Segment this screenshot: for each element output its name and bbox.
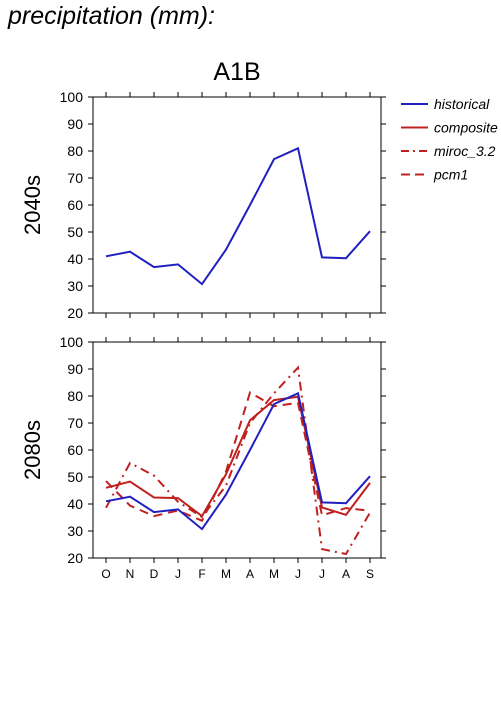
series-line-miroc-3-2 [105, 365, 371, 556]
x-tick-label: D [150, 567, 159, 581]
y-tick-label: 50 [67, 224, 83, 240]
x-tick-label: A [342, 567, 350, 581]
x-tick-label: N [126, 567, 135, 581]
legend-label: historical [434, 96, 490, 112]
y-tick-label: 30 [67, 278, 83, 294]
y-tick-label: 70 [67, 415, 83, 431]
legend-label: composite [434, 120, 498, 136]
y-tick-label: 100 [60, 89, 84, 105]
x-tick-label: M [269, 567, 279, 581]
y-tick-label: 30 [67, 523, 83, 539]
y-tick-label: 60 [67, 442, 83, 458]
y-tick-label: 80 [67, 388, 83, 404]
series-line-historical [105, 146, 371, 286]
x-tick-label: M [221, 567, 231, 581]
x-tick-label: J [319, 567, 325, 581]
y-tick-label: 70 [67, 170, 83, 186]
y-tick-label: 80 [67, 143, 83, 159]
page-title: precipitation (mm): [8, 2, 215, 30]
legend-label: pcm1 [433, 167, 468, 183]
y-tick-label: 40 [67, 496, 83, 512]
y-tick-label: 60 [67, 197, 83, 213]
panel-label: 2040s [20, 175, 45, 235]
x-tick-label: J [175, 567, 181, 581]
y-tick-label: 50 [67, 469, 83, 485]
y-tick-label: 20 [67, 550, 83, 566]
x-tick-label: O [101, 567, 110, 581]
series-line-composite [105, 395, 371, 518]
x-tick-label: F [198, 567, 205, 581]
y-tick-label: 90 [67, 361, 83, 377]
series-line-historical [105, 391, 371, 531]
y-tick-label: 100 [60, 334, 84, 350]
x-tick-label: A [246, 567, 254, 581]
x-tick-label: S [366, 567, 374, 581]
panel-frame [92, 96, 382, 314]
legend-label: miroc_3.2 [434, 143, 496, 159]
y-tick-label: 20 [67, 305, 83, 321]
x-tick-label: J [295, 567, 301, 581]
chart-title: A1B [213, 58, 260, 86]
y-tick-label: 40 [67, 251, 83, 267]
y-tick-label: 90 [67, 116, 83, 132]
panel-label: 2080s [20, 420, 45, 480]
